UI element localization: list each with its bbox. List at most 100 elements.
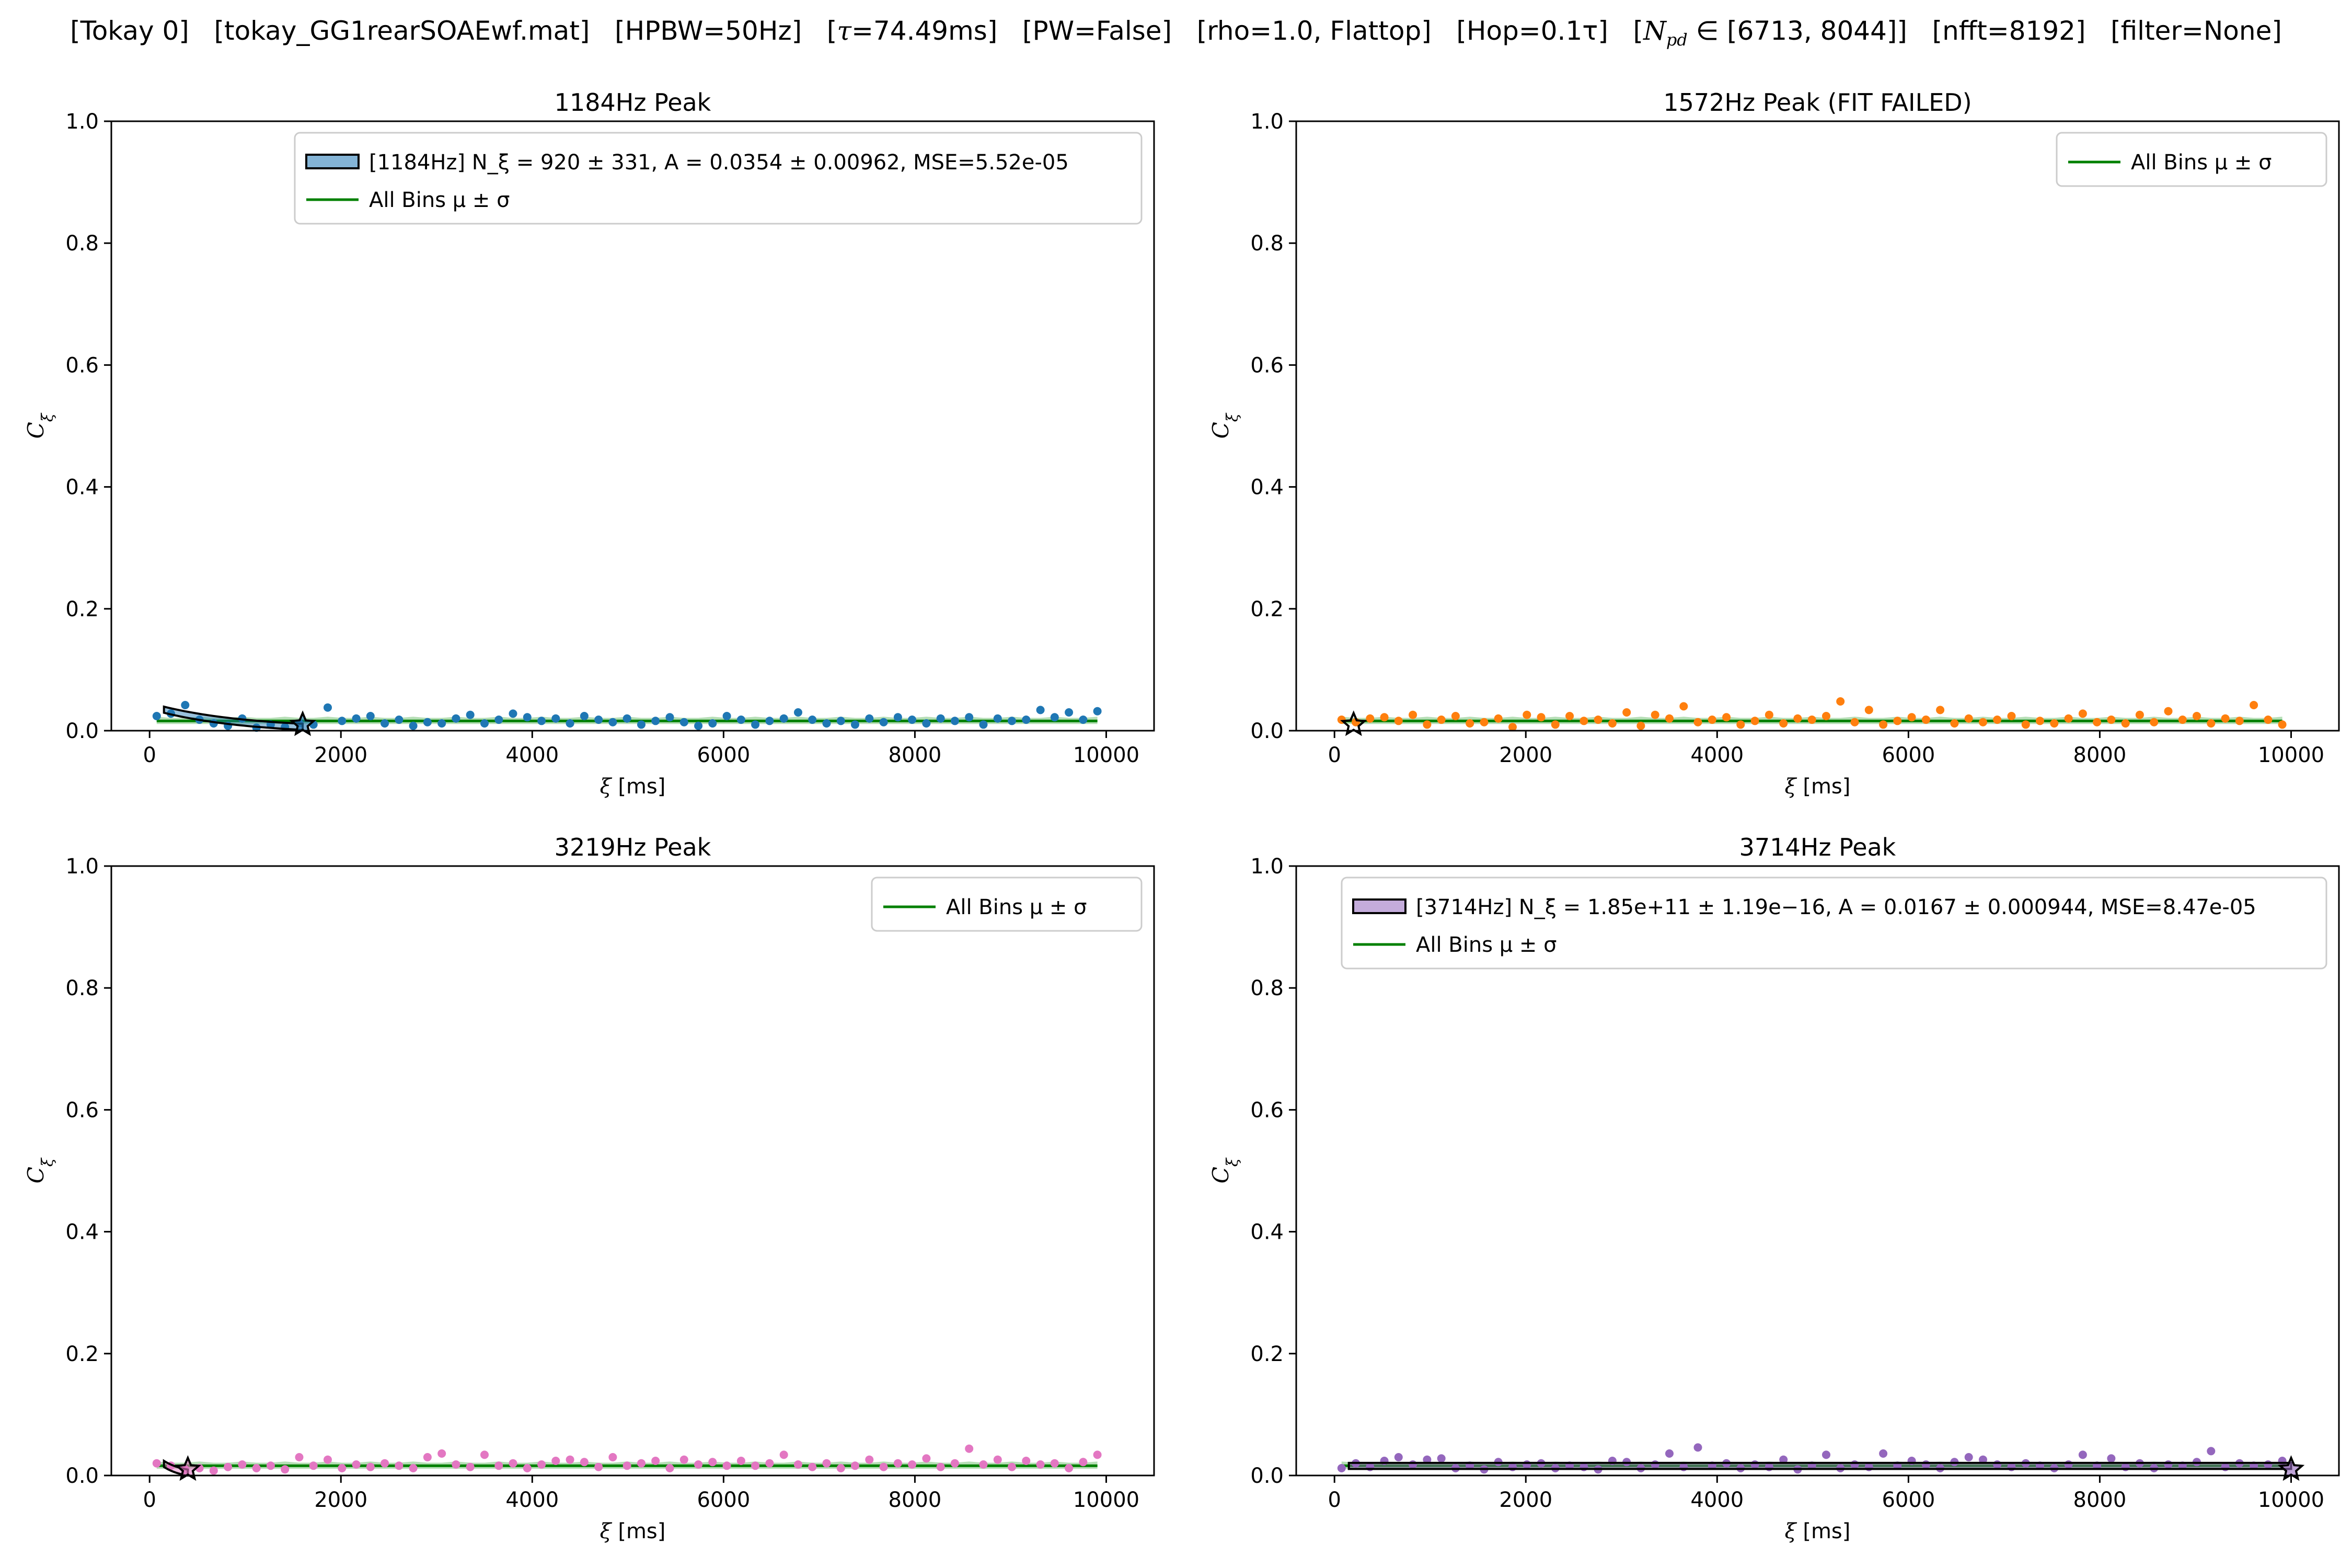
x-tick-label: 4000 <box>505 743 559 767</box>
data-point <box>352 1460 361 1469</box>
subplot-4: 3714Hz Peak 0 2000 4000 6000 8000 10000 0.0 0.2 0… <box>1208 833 2340 1543</box>
data-point <box>409 721 418 730</box>
data-point <box>1651 710 1659 719</box>
data-point <box>2193 712 2201 720</box>
n-xi-star-marker <box>1340 710 1367 736</box>
legend: [1184Hz] N_ξ = 920 ± 331, A = 0.0354 ± 0… <box>294 132 1143 225</box>
data-point <box>551 714 560 723</box>
data-point <box>851 1461 859 1470</box>
x-tick-label: 8000 <box>889 1488 942 1512</box>
data-point <box>494 1461 503 1470</box>
data-point <box>922 719 931 728</box>
x-tick-label: 4000 <box>505 1488 559 1512</box>
data-point <box>979 720 988 729</box>
data-point <box>1936 706 1945 714</box>
data-point <box>836 1464 845 1472</box>
fit-curve <box>1347 1461 2292 1470</box>
data-point <box>865 714 874 723</box>
x-tick-label: 6000 <box>1882 743 1935 767</box>
data-point <box>1494 714 1503 723</box>
data-point <box>1950 719 1959 728</box>
data-point <box>1822 712 1830 720</box>
y-tick-label: 1.0 <box>65 855 99 879</box>
y-axis-label: Cξ <box>23 412 57 439</box>
legend: All Bins μ ± σ <box>871 877 1143 932</box>
data-point <box>181 701 190 709</box>
data-point <box>1807 716 1816 724</box>
subplot-title: 3219Hz Peak <box>555 833 711 861</box>
data-point <box>523 713 532 722</box>
y-tick-label: 0.6 <box>65 353 99 377</box>
data-point <box>637 720 645 729</box>
data-point <box>580 712 589 720</box>
subplot-title: 1184Hz Peak <box>555 88 711 117</box>
data-point <box>1979 718 1987 727</box>
y-tick-label: 0.8 <box>1250 232 1284 256</box>
data-point <box>2050 719 2059 728</box>
legend-fit-swatch <box>305 154 360 169</box>
data-point <box>722 1461 731 1470</box>
data-point <box>665 1464 674 1472</box>
data-point <box>851 720 859 729</box>
legend: All Bins μ ± σ <box>2056 132 2327 187</box>
data-point <box>1765 710 1773 719</box>
x-tick-label: 10000 <box>1073 743 1139 767</box>
data-point <box>1964 714 1973 723</box>
data-point <box>309 1461 318 1470</box>
x-tick-label: 6000 <box>697 1488 750 1512</box>
data-point <box>950 717 959 725</box>
data-point <box>1480 718 1489 727</box>
data-point <box>1665 1449 1674 1458</box>
data-point <box>381 1459 389 1468</box>
data-point <box>736 716 745 724</box>
y-tick-label: 0.4 <box>65 476 99 500</box>
y-tick-label: 0.0 <box>1250 719 1284 743</box>
data-point <box>281 1465 290 1474</box>
data-point <box>594 716 603 724</box>
data-point <box>352 714 361 723</box>
x-tick-label: 2000 <box>1499 1488 1552 1512</box>
data-point <box>1423 720 1432 729</box>
data-point <box>437 1449 446 1458</box>
data-point <box>466 710 475 719</box>
data-point <box>1750 717 1759 725</box>
data-point <box>266 1461 275 1470</box>
data-point <box>679 718 688 727</box>
data-point <box>779 714 788 723</box>
data-point <box>1409 710 1417 719</box>
data-point <box>865 1455 874 1464</box>
data-point <box>2107 1454 2116 1463</box>
data-point <box>466 1462 475 1471</box>
data-point <box>1551 720 1560 729</box>
data-point <box>993 1455 1002 1464</box>
subplot-title: 1572Hz Peak (FIT FAILED) <box>1663 88 1971 117</box>
data-point <box>608 718 617 727</box>
data-point <box>1565 712 1574 720</box>
y-axis-label: Cξ <box>1208 412 1242 439</box>
data-point <box>2150 718 2159 727</box>
data-point <box>908 716 917 724</box>
data-point <box>1394 1453 1403 1461</box>
y-tick-label: 0.6 <box>65 1098 99 1122</box>
data-point <box>1050 1459 1059 1468</box>
data-point <box>1879 1449 1888 1458</box>
data-point <box>1993 716 2002 724</box>
data-point <box>708 719 717 728</box>
x-tick-label: 0 <box>143 1488 156 1512</box>
x-tick-label: 6000 <box>1882 1488 1935 1512</box>
legend: [3714Hz] N_ξ = 1.85e+11 ± 1.19e−16, A = … <box>1341 877 2327 970</box>
x-tick-label: 4000 <box>1690 743 1744 767</box>
data-point <box>765 717 774 725</box>
y-tick-label: 0.8 <box>1250 976 1284 1000</box>
data-point <box>1093 707 1102 716</box>
data-point <box>1793 714 1802 723</box>
data-point <box>523 1464 532 1472</box>
data-point <box>2178 716 2187 724</box>
data-point <box>1050 713 1059 722</box>
data-point <box>993 714 1002 723</box>
data-point <box>2221 714 2230 723</box>
data-point <box>665 713 674 722</box>
data-point <box>751 1461 760 1470</box>
data-point <box>437 719 446 728</box>
data-point <box>594 1462 603 1471</box>
